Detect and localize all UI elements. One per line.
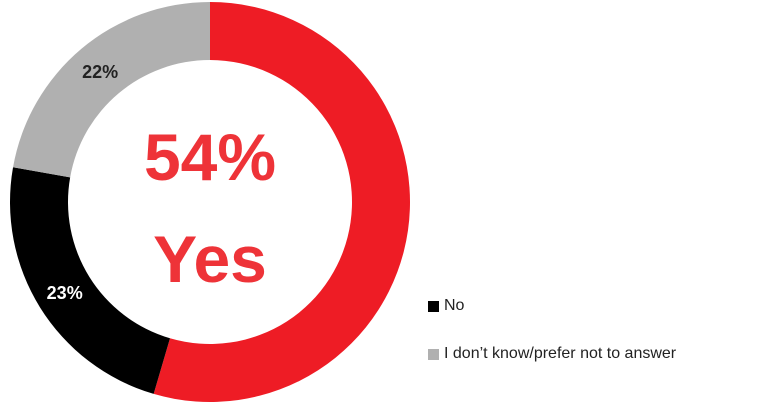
legend-label-dont-know: I don’t know/prefer not to answer	[444, 345, 677, 362]
slice-i-don-t	[13, 2, 210, 178]
center-answer-label: Yes	[153, 222, 267, 296]
slice-no	[10, 167, 170, 394]
legend-item-dont-know: I don’t know/prefer not to answer	[428, 344, 676, 364]
slice-labels: 23% 22%	[47, 62, 118, 303]
slice-yes	[153, 2, 411, 403]
legend-label-no: No	[444, 297, 465, 314]
slice-value-label: 22%	[82, 62, 118, 82]
center-percent-label: 54%	[144, 120, 276, 194]
legend-swatch-no	[428, 300, 439, 312]
legend: No I don’t know/prefer not to answer	[428, 296, 676, 392]
slice-value-label: 23%	[47, 283, 83, 303]
donut-slices	[10, 2, 411, 403]
legend-swatch-dont-know	[428, 348, 439, 360]
legend-item-no: No	[428, 296, 676, 316]
